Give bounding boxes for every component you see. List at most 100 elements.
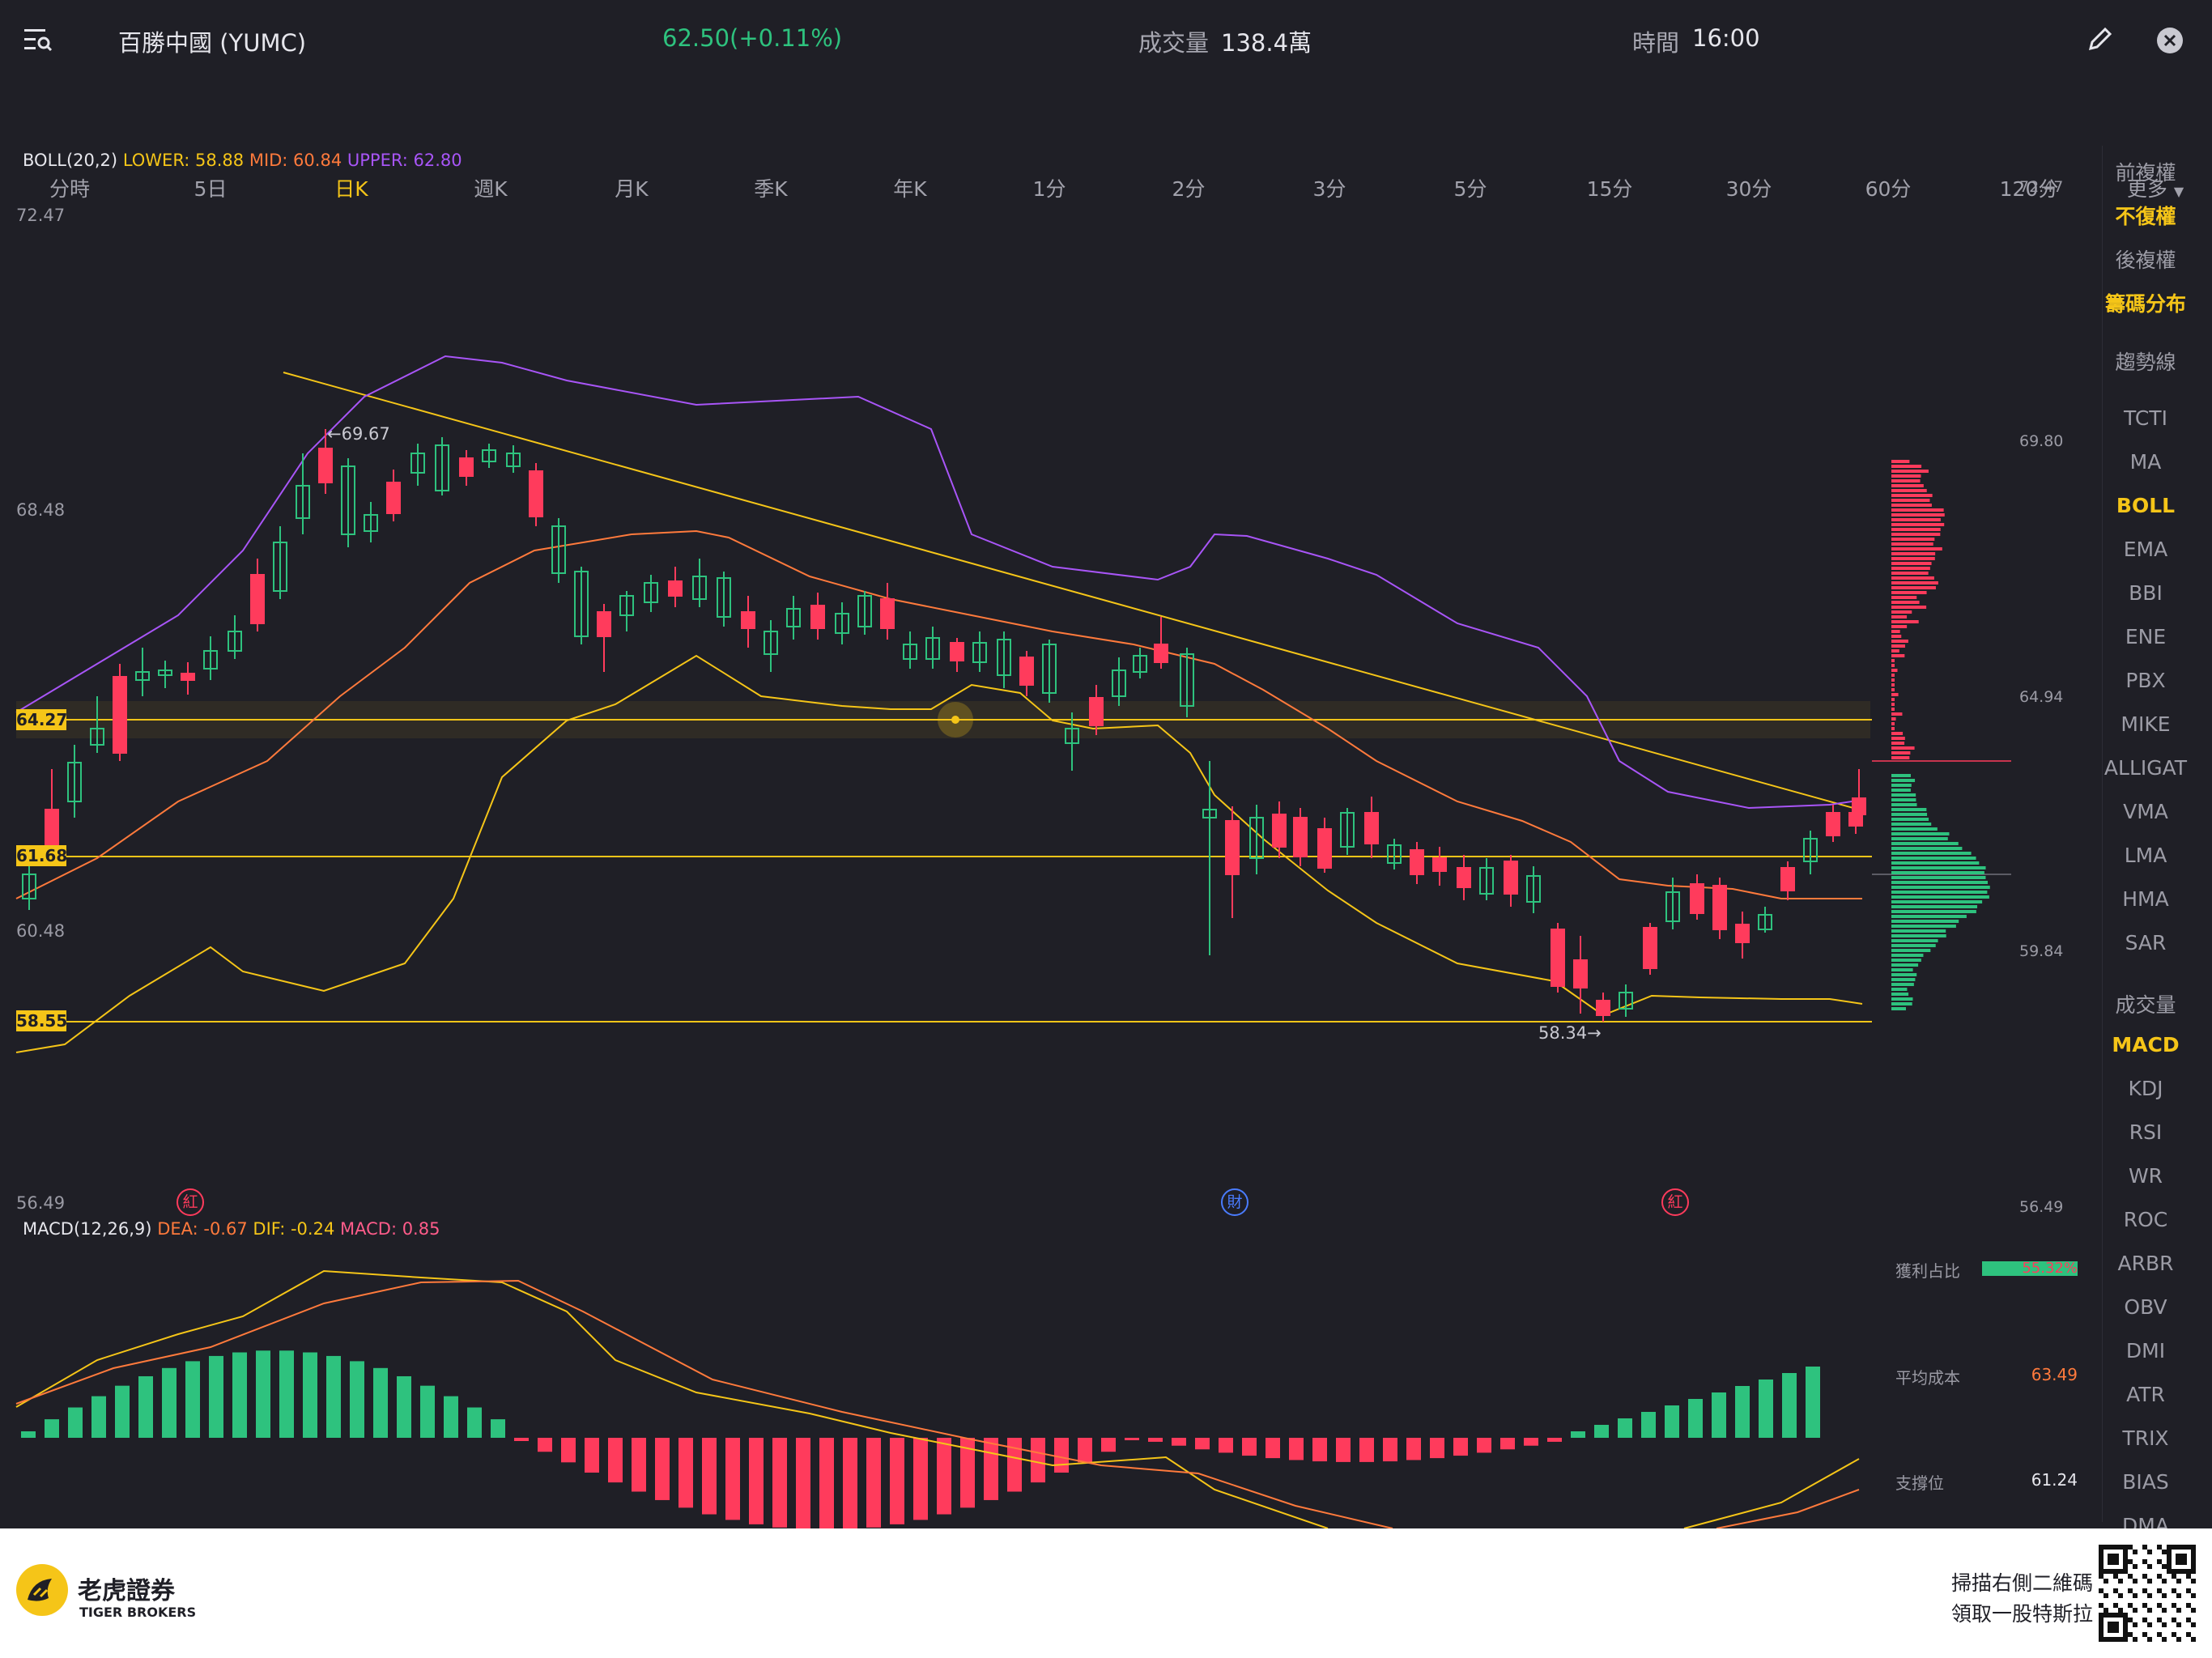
macd-bar (1500, 1438, 1515, 1449)
qr-module (2157, 1632, 2162, 1637)
chip-bar (1891, 644, 1905, 648)
menu-item-9[interactable]: BBI (2129, 581, 2163, 605)
qr-module (2142, 1574, 2147, 1579)
qr-module (2157, 1559, 2162, 1564)
chip-bar (1891, 852, 1972, 855)
chip-bar (1891, 489, 1927, 492)
candle-body (1090, 698, 1103, 725)
menu-item-15[interactable]: LMA (2125, 844, 2167, 867)
menu-item-13[interactable]: ALLIGAT (2104, 756, 2187, 780)
macd-bar (1430, 1438, 1444, 1458)
event-badge-finance[interactable]: 財 (1221, 1188, 1249, 1216)
qr-module (2104, 1608, 2108, 1613)
menu-item-17[interactable]: SAR (2125, 931, 2167, 954)
menu-item-2[interactable]: 後複權 (2115, 244, 2176, 274)
chip-bar (1891, 818, 1929, 821)
qr-code[interactable] (2099, 1545, 2196, 1642)
chip-bar (1891, 620, 1919, 623)
macd-bar (21, 1431, 36, 1438)
macd-bar (1453, 1438, 1468, 1456)
menu-item-25[interactable]: OBV (2124, 1295, 2167, 1319)
chip-bar (1891, 523, 1944, 526)
qr-finder (2176, 1554, 2187, 1565)
menu-item-16[interactable]: HMA (2122, 887, 2168, 911)
macd-bar (162, 1368, 177, 1438)
qr-module (2157, 1588, 2162, 1593)
qr-module (2104, 1579, 2108, 1584)
menu-item-21[interactable]: RSI (2129, 1120, 2163, 1144)
menu-item-12[interactable]: MIKE (2121, 712, 2170, 736)
qr-module (2176, 1608, 2181, 1613)
macd-bar (561, 1438, 576, 1462)
qr-module (2147, 1579, 2152, 1584)
menu-item-5[interactable]: TCTI (2124, 406, 2167, 430)
menu-item-0[interactable]: 前複權 (2115, 157, 2176, 186)
qr-module (2157, 1574, 2162, 1579)
menu-item-28[interactable]: TRIX (2122, 1426, 2168, 1450)
chip-bar (1891, 910, 1976, 913)
macd-bar (1477, 1438, 1491, 1452)
macd-bar (819, 1438, 834, 1528)
candle-body (1691, 884, 1704, 913)
chip-bar (1891, 876, 1985, 879)
qr-module (2118, 1608, 2123, 1613)
menu-item-6[interactable]: MA (2130, 450, 2162, 474)
qr-module (2191, 1593, 2196, 1598)
menu-item-29[interactable]: BIAS (2122, 1470, 2169, 1494)
qr-module (2172, 1603, 2176, 1608)
menu-item-7[interactable]: BOLL (2116, 494, 2175, 517)
qr-module (2142, 1603, 2147, 1608)
price-chart[interactable] (0, 0, 2212, 1528)
macd-bar (232, 1353, 247, 1438)
y-label-left: 68.48 (16, 500, 65, 520)
menu-item-24[interactable]: ARBR (2118, 1252, 2174, 1275)
chip-bar (1891, 712, 1902, 716)
macd-bar (1524, 1438, 1538, 1446)
macd-bar (209, 1356, 223, 1438)
menu-item-27[interactable]: ATR (2126, 1383, 2165, 1406)
chip-bar (1891, 861, 1979, 865)
chip-bar (1891, 871, 1984, 874)
macd-bar (1148, 1438, 1163, 1442)
chip-bar (1891, 465, 1921, 468)
menu-item-4[interactable]: 趨勢線 (2115, 346, 2176, 376)
qr-module (2133, 1637, 2138, 1642)
macd-bar (608, 1438, 623, 1482)
candle-body (1457, 868, 1470, 887)
qr-module (2104, 1593, 2108, 1598)
macd-bar (1618, 1418, 1632, 1438)
qr-module (2147, 1550, 2152, 1554)
menu-item-10[interactable]: ENE (2125, 625, 2166, 648)
chip-bar (1891, 528, 1941, 531)
chip-bar (1891, 866, 1986, 869)
candle-body (811, 606, 824, 628)
event-badge-red[interactable]: 紅 (1661, 1188, 1689, 1216)
chip-bar (1891, 915, 1967, 918)
event-badge-red[interactable]: 紅 (177, 1188, 204, 1216)
candle-body (113, 677, 126, 753)
high-mark: ←69.67 (327, 424, 390, 444)
chip-bar (1891, 954, 1923, 957)
chip-bar (1891, 727, 1895, 730)
candle-body (460, 458, 473, 476)
qr-module (2133, 1608, 2138, 1613)
menu-item-22[interactable]: WR (2129, 1164, 2163, 1188)
chip-bar (1891, 542, 1933, 546)
menu-item-3[interactable]: 籌碼分布 (2105, 288, 2186, 317)
chip-bar (1891, 678, 1895, 682)
chip-bar (1891, 640, 1908, 643)
macd-bar (1594, 1425, 1609, 1438)
menu-item-14[interactable]: VMA (2123, 800, 2168, 823)
chip-bar (1891, 499, 1929, 502)
menu-item-26[interactable]: DMI (2126, 1339, 2165, 1363)
menu-item-23[interactable]: ROC (2124, 1208, 2168, 1231)
candle-body (1504, 861, 1517, 894)
menu-item-8[interactable]: EMA (2124, 538, 2167, 561)
menu-item-1[interactable]: 不復權 (2115, 201, 2176, 230)
menu-item-11[interactable]: PBX (2125, 669, 2165, 692)
menu-item-18[interactable]: 成交量 (2115, 989, 2176, 1018)
chip-bar (1891, 779, 1915, 782)
menu-item-20[interactable]: KDJ (2128, 1077, 2163, 1100)
qr-module (2162, 1579, 2167, 1584)
menu-item-19[interactable]: MACD (2112, 1033, 2179, 1056)
